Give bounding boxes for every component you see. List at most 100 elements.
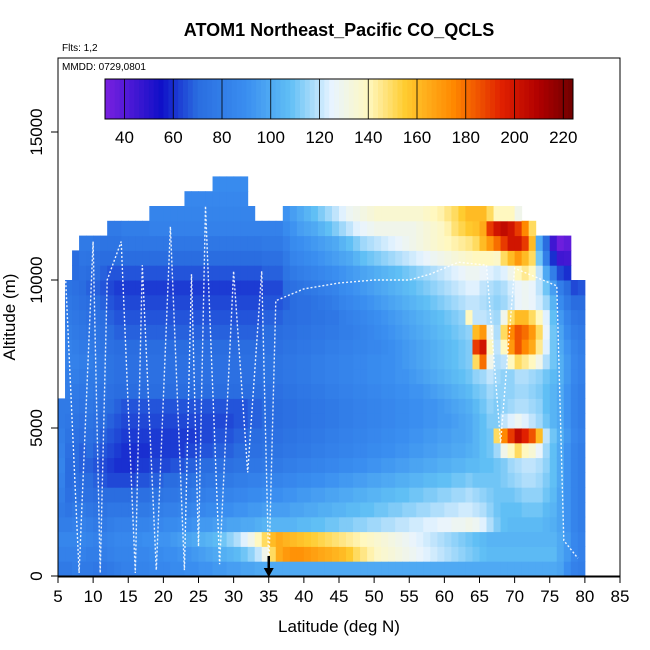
heatmap-cell	[374, 442, 382, 459]
heatmap-cell	[121, 531, 129, 547]
heatmap-cell	[79, 294, 87, 311]
heatmap-cell	[100, 487, 108, 503]
heatmap-cell	[331, 398, 340, 414]
heatmap-cell	[346, 516, 354, 533]
heatmap-cell	[156, 531, 164, 547]
heatmap-cell	[282, 294, 291, 311]
heatmap-cell	[114, 294, 122, 311]
heatmap-cell	[493, 368, 502, 385]
heatmap-cell	[261, 250, 270, 266]
heatmap-cell	[479, 561, 488, 577]
heatmap-cell	[514, 516, 523, 533]
heatmap-cell	[205, 191, 214, 207]
heatmap-cell	[212, 442, 221, 459]
colorbar-tick-label: 200	[500, 128, 528, 147]
heatmap-cell	[563, 561, 572, 577]
heatmap-cell	[240, 487, 249, 503]
heatmap-cell	[353, 235, 361, 251]
heatmap-cell	[233, 206, 242, 222]
heatmap-cell	[500, 309, 509, 325]
heatmap-cell	[430, 339, 438, 355]
heatmap-cell	[430, 487, 438, 503]
heatmap-cell	[486, 206, 495, 222]
heatmap-cell	[423, 206, 431, 222]
heatmap-cell	[395, 516, 403, 533]
heatmap-cell	[500, 546, 509, 562]
heatmap-cell	[353, 339, 361, 355]
heatmap-cell	[451, 354, 459, 370]
heatmap-cell	[430, 398, 438, 414]
heatmap-cell	[360, 206, 368, 222]
heatmap-cell	[577, 516, 586, 533]
heatmap-cell	[360, 487, 368, 503]
heatmap-cell	[423, 354, 431, 370]
heatmap-cell	[226, 220, 235, 237]
colorbar-cell	[109, 79, 116, 119]
heatmap-cell	[514, 398, 523, 414]
heatmap-cell	[423, 546, 431, 562]
heatmap-cell	[472, 502, 480, 518]
heatmap-cell	[303, 546, 312, 562]
heatmap-cell	[493, 546, 502, 562]
heatmap-cell	[93, 265, 101, 281]
heatmap-cell	[331, 442, 340, 459]
heatmap-cell	[395, 280, 403, 296]
heatmap-cell	[458, 516, 466, 533]
heatmap-cell	[268, 235, 277, 251]
heatmap-cell	[324, 265, 333, 281]
heatmap-cell	[486, 280, 495, 296]
heatmap-cell	[514, 220, 523, 237]
heatmap-cell	[339, 413, 347, 429]
colorbar-cell	[358, 79, 364, 119]
heatmap-cell	[486, 235, 495, 251]
colorbar-cell	[417, 79, 423, 119]
heatmap-cell	[402, 502, 410, 518]
heatmap-cell	[198, 546, 207, 562]
heatmap-cell	[570, 457, 579, 473]
heatmap-cell	[303, 339, 312, 355]
heatmap-cell	[212, 398, 221, 414]
heatmap-cell	[191, 235, 199, 251]
heatmap-cell	[135, 457, 143, 473]
heatmap-cell	[486, 428, 495, 444]
heatmap-cell	[493, 487, 502, 503]
heatmap-cell	[416, 457, 424, 473]
heatmap-cell	[535, 280, 544, 296]
heatmap-cell	[521, 472, 530, 488]
heatmap-cell	[282, 457, 291, 473]
heatmap-cell	[233, 176, 242, 192]
heatmap-cell	[268, 280, 277, 296]
heatmap-cell	[360, 546, 368, 562]
heatmap-cell	[458, 309, 466, 325]
heatmap-cell	[149, 235, 157, 251]
heatmap-cell	[226, 561, 235, 577]
heatmap-cell	[275, 354, 284, 370]
heatmap-cell	[261, 546, 270, 562]
heatmap-cell	[296, 428, 305, 444]
colorbar-cell	[158, 79, 164, 119]
heatmap-cell	[289, 457, 298, 473]
heatmap-cell	[86, 413, 94, 429]
heatmap-cell	[212, 546, 221, 562]
colorbar-cell	[212, 79, 218, 119]
heatmap-cell	[121, 383, 129, 399]
colorbar-cell	[295, 79, 301, 119]
heatmap-cell	[465, 280, 473, 296]
heatmap-cell	[135, 250, 143, 266]
heatmap-cell	[240, 561, 249, 577]
heatmap-cell	[409, 339, 417, 355]
heatmap-cell	[156, 561, 164, 577]
heatmap-cell	[324, 502, 333, 518]
heatmap-cell	[381, 220, 389, 237]
heatmap-cell	[437, 531, 445, 547]
heatmap-cell	[128, 354, 136, 370]
heatmap-cell	[331, 206, 340, 222]
heatmap-cell	[500, 354, 509, 370]
heatmap-cell	[542, 516, 551, 533]
heatmap-cell	[163, 324, 171, 340]
heatmap-cell	[240, 368, 249, 385]
heatmap-cell	[353, 324, 361, 340]
heatmap-cell	[93, 487, 101, 503]
heatmap-cell	[353, 309, 361, 325]
